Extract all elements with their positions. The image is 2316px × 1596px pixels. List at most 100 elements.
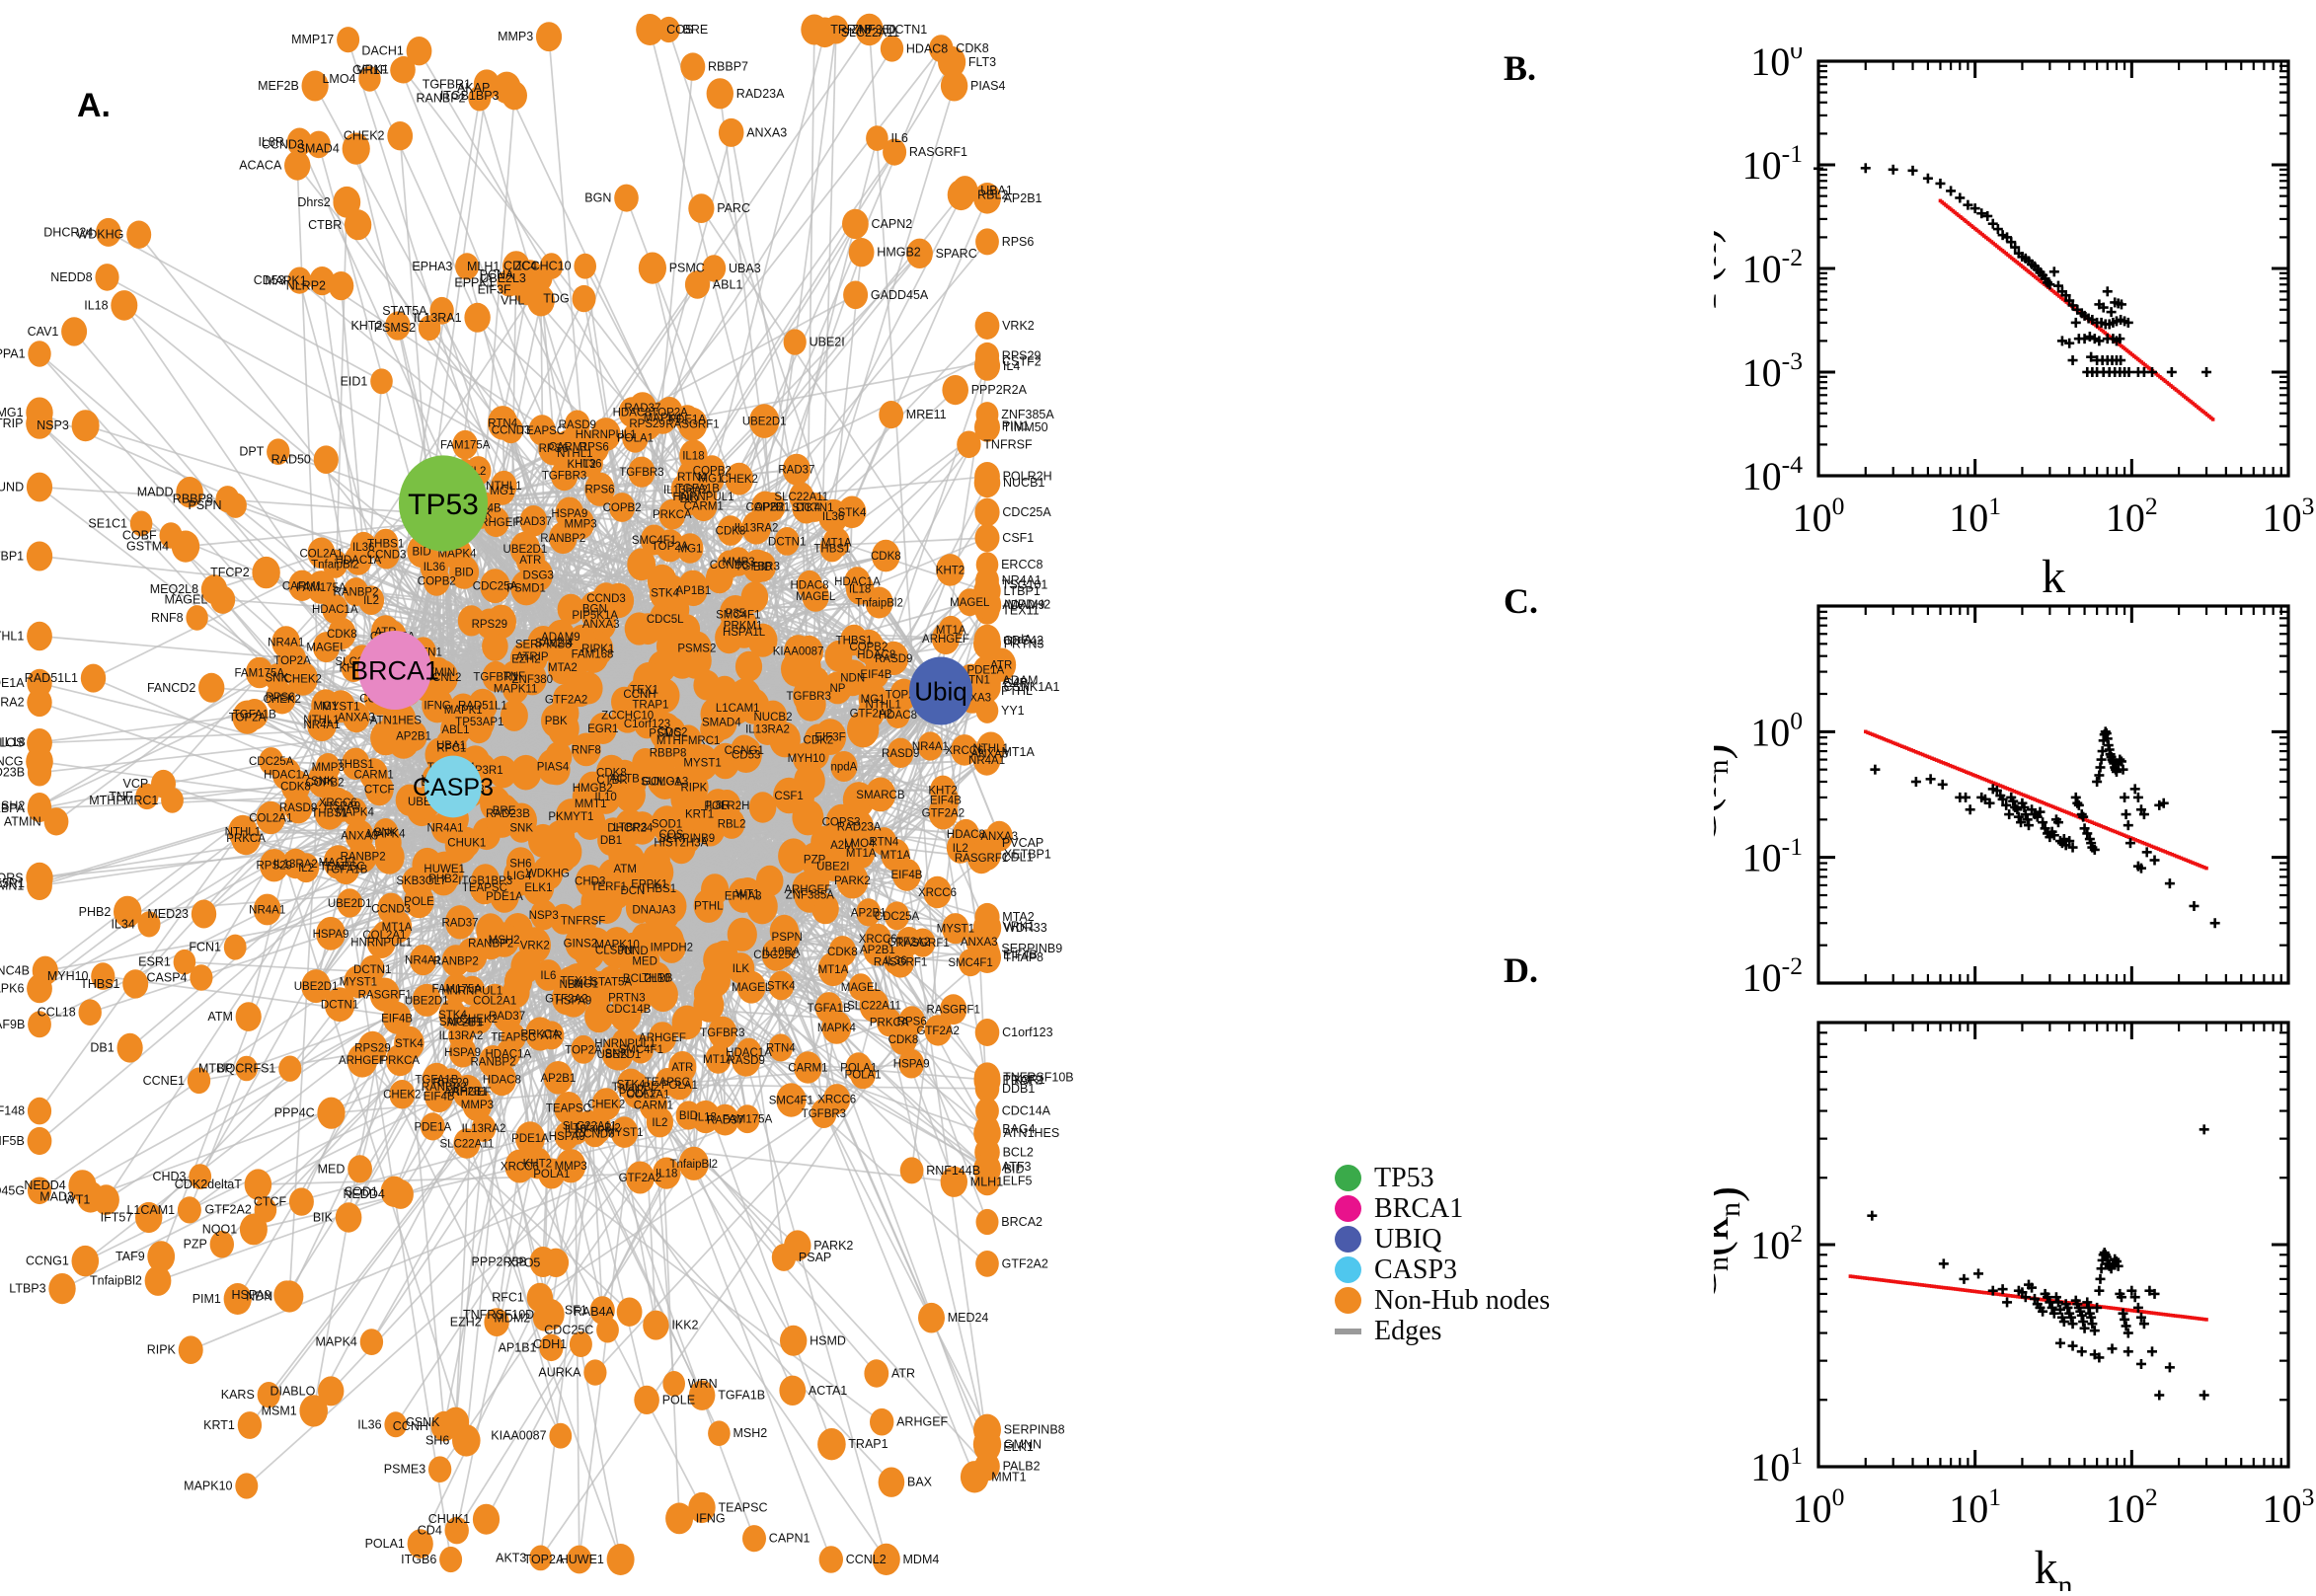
network-node[interactable]	[973, 1118, 1001, 1149]
network-node[interactable]	[643, 1311, 668, 1340]
network-node[interactable]	[347, 1155, 372, 1182]
network-node[interactable]	[273, 1280, 299, 1310]
network-node[interactable]	[236, 1002, 262, 1031]
network-node[interactable]	[948, 180, 975, 210]
network-node[interactable]	[870, 1408, 893, 1436]
network-node[interactable]	[198, 673, 224, 703]
network-node[interactable]	[192, 900, 216, 929]
network-node[interactable]	[278, 1056, 301, 1082]
network-node[interactable]	[111, 290, 137, 321]
network-node[interactable]	[843, 281, 868, 310]
network-node[interactable]	[614, 185, 639, 212]
network-node[interactable]	[186, 605, 207, 631]
network-node[interactable]	[317, 1098, 345, 1129]
network-node[interactable]	[817, 1428, 846, 1460]
network-node[interactable]	[370, 368, 393, 394]
network-node[interactable]	[639, 253, 666, 284]
network-node[interactable]	[314, 445, 339, 474]
network-node[interactable]	[72, 410, 100, 441]
network-node[interactable]	[942, 375, 968, 405]
network-node[interactable]	[387, 121, 413, 150]
network-node[interactable]	[708, 1420, 731, 1446]
network-node[interactable]	[210, 585, 235, 614]
network-node[interactable]	[252, 557, 279, 588]
network-node[interactable]	[464, 303, 490, 333]
network-node[interactable]	[881, 36, 903, 62]
network-node[interactable]	[719, 118, 744, 147]
network-node[interactable]	[28, 759, 51, 787]
network-node[interactable]	[240, 1214, 268, 1246]
network-node[interactable]	[473, 1504, 500, 1535]
network-node[interactable]	[779, 1376, 806, 1406]
network-node[interactable]	[224, 935, 247, 960]
network-node[interactable]	[784, 329, 807, 354]
network-node[interactable]	[27, 622, 52, 650]
network-node[interactable]	[607, 1544, 635, 1575]
network-node[interactable]	[574, 254, 596, 279]
network-node[interactable]	[976, 1209, 999, 1235]
network-node[interactable]	[879, 401, 903, 428]
network-node[interactable]	[583, 1359, 606, 1385]
network-node[interactable]	[79, 999, 102, 1026]
network-node[interactable]	[336, 1202, 362, 1232]
network-node[interactable]	[975, 1251, 999, 1277]
network-node[interactable]	[318, 1376, 344, 1406]
network-node[interactable]	[72, 1246, 100, 1276]
network-node[interactable]	[502, 81, 527, 110]
network-node[interactable]	[28, 870, 52, 897]
network-node[interactable]	[235, 1473, 258, 1498]
network-node[interactable]	[801, 15, 827, 45]
network-node[interactable]	[289, 1187, 314, 1215]
network-node[interactable]	[864, 1359, 888, 1387]
network-node[interactable]	[81, 664, 106, 693]
network-node[interactable]	[178, 1196, 201, 1223]
network-node[interactable]	[596, 1318, 619, 1343]
network-node[interactable]	[975, 342, 999, 369]
network-node[interactable]	[28, 341, 50, 367]
network-node[interactable]	[975, 1019, 1000, 1046]
network-node[interactable]	[122, 969, 148, 998]
network-node[interactable]	[439, 1547, 462, 1572]
network-node[interactable]	[48, 1273, 75, 1304]
network-node[interactable]	[728, 918, 757, 951]
network-node[interactable]	[918, 1303, 945, 1333]
network-node[interactable]	[974, 468, 1001, 497]
network-node[interactable]	[975, 524, 1000, 552]
network-node[interactable]	[688, 193, 714, 223]
network-node[interactable]	[27, 473, 52, 502]
network-node[interactable]	[680, 52, 705, 80]
network-node[interactable]	[27, 688, 51, 717]
network-node[interactable]	[27, 542, 52, 571]
network-node[interactable]	[428, 1456, 451, 1482]
network-node[interactable]	[117, 1033, 143, 1063]
network-node[interactable]	[28, 1127, 52, 1155]
network-node[interactable]	[849, 238, 875, 266]
network-node[interactable]	[224, 493, 247, 518]
network-node[interactable]	[974, 498, 999, 527]
network-node[interactable]	[974, 625, 1001, 655]
network-node[interactable]	[390, 57, 412, 83]
network-node[interactable]	[879, 1468, 905, 1497]
network-node[interactable]	[95, 264, 118, 291]
network-node[interactable]	[549, 1423, 572, 1449]
network-node[interactable]	[536, 22, 562, 51]
network-node[interactable]	[617, 1298, 643, 1327]
network-node[interactable]	[975, 567, 999, 593]
network-node[interactable]	[780, 1326, 807, 1356]
network-node[interactable]	[866, 125, 888, 151]
network-node[interactable]	[634, 1386, 659, 1414]
network-node[interactable]	[975, 228, 999, 255]
network-node[interactable]	[337, 27, 359, 52]
network-node[interactable]	[573, 285, 596, 312]
network-node[interactable]	[975, 312, 1000, 340]
network-node[interactable]	[636, 14, 663, 45]
network-node[interactable]	[707, 78, 733, 109]
network-node[interactable]	[974, 1062, 1001, 1092]
network-node[interactable]	[61, 317, 87, 345]
network-node[interactable]	[742, 1525, 766, 1552]
network-node[interactable]	[333, 187, 360, 218]
network-node[interactable]	[360, 1329, 383, 1355]
network-node[interactable]	[238, 1411, 262, 1439]
network-node[interactable]	[973, 1428, 1001, 1460]
network-node[interactable]	[749, 792, 777, 822]
